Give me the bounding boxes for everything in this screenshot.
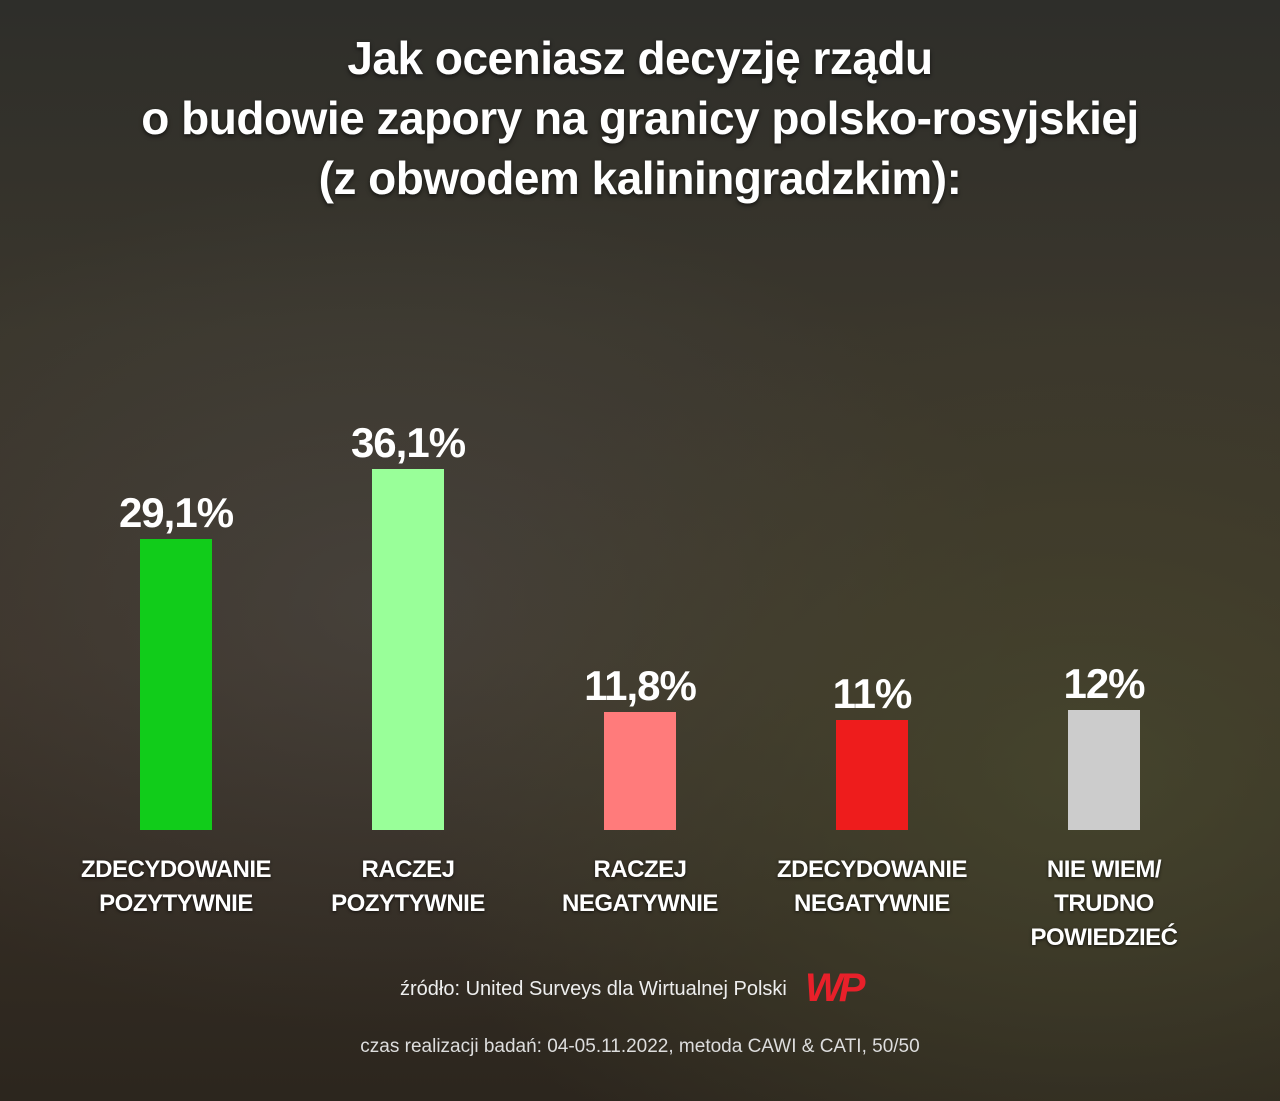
title-line-1: Jak oceniasz decyzję rządu: [347, 32, 933, 84]
category-label-line: RACZEJ: [593, 856, 687, 883]
bar-3: [836, 720, 908, 830]
category-label-line: RACZEJ: [361, 856, 455, 883]
category-label-line: POZYTYWNIE: [99, 890, 253, 917]
bar-0: [140, 539, 212, 830]
category-label-line: TRUDNO POWIEDZIEĆ: [1030, 890, 1178, 951]
methodology-text: czas realizacji badań: 04-05.11.2022, me…: [360, 1036, 920, 1057]
data-label-1: 36,1%: [351, 419, 466, 466]
title-line-3: (z obwodem kaliningradzkim):: [318, 152, 962, 204]
source-text: źródło: United Surveys dla Wirtualnej Po…: [400, 978, 787, 1000]
category-label-line: NEGATYWNIE: [562, 890, 718, 917]
category-label-line: ZDECYDOWANIE: [776, 856, 968, 883]
wp-logo: WP: [805, 966, 865, 1010]
category-label-line: NIE WIEM/: [1046, 856, 1162, 883]
title-line-2: o budowie zapory na granicy polsko-rosyj…: [141, 92, 1139, 144]
chart-title: Jak oceniasz decyzję rządu o budowie zap…: [0, 28, 1280, 208]
data-label-4: 12%: [1063, 660, 1145, 707]
bar-2: [604, 712, 676, 830]
category-label-4: NIE WIEM/TRUDNO POWIEDZIEĆ: [984, 853, 1224, 955]
bar-4: [1068, 710, 1140, 830]
data-label-2: 11,8%: [584, 662, 696, 709]
category-label-line: POZYTYWNIE: [331, 890, 485, 917]
category-label-line: ZDECYDOWANIE: [80, 856, 272, 883]
category-label-1: RACZEJ POZYTYWNIE: [288, 853, 528, 921]
category-label-2: RACZEJ NEGATYWNIE: [520, 853, 760, 921]
data-label-0: 29,1%: [119, 489, 234, 536]
bar-1: [372, 469, 444, 830]
category-label-3: ZDECYDOWANIE NEGATYWNIE: [752, 853, 992, 921]
category-label-0: ZDECYDOWANIE POZYTYWNIE: [56, 853, 296, 921]
data-label-3: 11%: [833, 670, 912, 717]
category-label-line: NEGATYWNIE: [794, 890, 950, 917]
